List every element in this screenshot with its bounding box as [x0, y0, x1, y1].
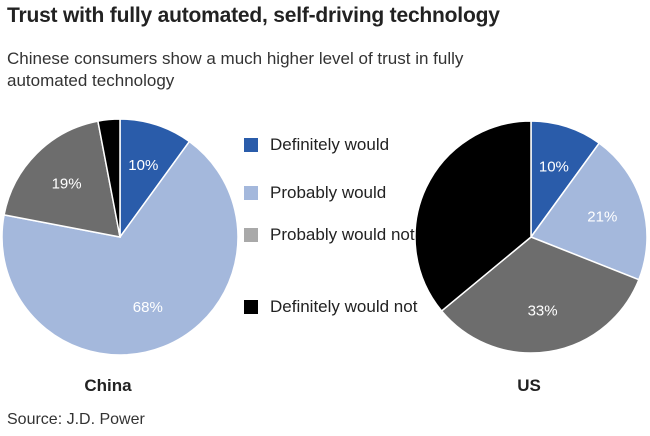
- pie-slice-china-probably-would: [1, 140, 239, 356]
- legend-swatch: [244, 186, 258, 200]
- pie-slice-us-definitely-would-not: [414, 120, 532, 312]
- chart-title: Trust with fully automated, self-driving…: [7, 4, 500, 27]
- chart-subtitle: Chinese consumers show a much higher lev…: [7, 49, 464, 90]
- legend-label: Probably would: [270, 183, 387, 202]
- legend-label: Definitely would: [270, 135, 390, 154]
- pie-slice-china-definitely-would-not: [97, 118, 121, 238]
- legend-swatch: [244, 228, 258, 242]
- pie-title-us: US: [517, 376, 541, 395]
- data-label-us-definitely-would: 10%: [539, 158, 569, 175]
- legend-label: Probably would not: [270, 225, 415, 244]
- data-label-china-probably-would-not: 19%: [52, 176, 82, 193]
- pie-slice-us-probably-would: [529, 142, 648, 281]
- data-label-china-probably-would: 68%: [133, 299, 163, 316]
- pie-slice-china-definitely-would: [119, 118, 191, 240]
- pie-slice-china-probably-would-not: [3, 120, 121, 238]
- pie-slice-us-definitely-would: [530, 120, 601, 240]
- data-label-china-definitely-would: 10%: [128, 157, 158, 174]
- pie-slice-us-probably-would-not: [440, 236, 640, 354]
- data-label-us-probably-would: 21%: [587, 208, 617, 225]
- pie-title-china: China: [84, 376, 132, 395]
- source-note: Source: J.D. Power: [7, 411, 145, 428]
- data-label-us-probably-would-not: 33%: [528, 302, 558, 319]
- legend-swatch: [244, 300, 258, 314]
- legend-label: Definitely would not: [270, 297, 418, 316]
- legend-swatch: [244, 138, 258, 152]
